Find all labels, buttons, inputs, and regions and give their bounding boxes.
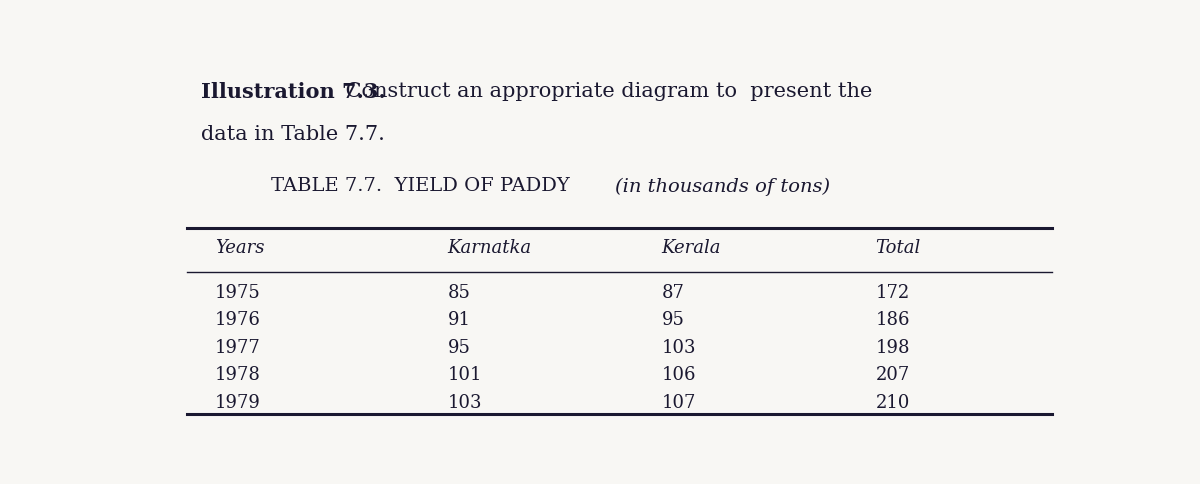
Text: Karnatka: Karnatka bbox=[448, 239, 532, 257]
Text: 210: 210 bbox=[876, 394, 910, 412]
Text: Illustration 7.3.: Illustration 7.3. bbox=[202, 82, 386, 102]
Text: 107: 107 bbox=[661, 394, 696, 412]
Text: TABLE 7.7.  YIELD OF PADDY: TABLE 7.7. YIELD OF PADDY bbox=[271, 177, 576, 196]
Text: 87: 87 bbox=[661, 284, 684, 302]
Text: (in thousands of tons): (in thousands of tons) bbox=[616, 177, 830, 196]
Text: 95: 95 bbox=[661, 311, 684, 329]
Text: 103: 103 bbox=[661, 339, 696, 357]
Text: 186: 186 bbox=[876, 311, 910, 329]
Text: 1979: 1979 bbox=[215, 394, 260, 412]
Text: 85: 85 bbox=[448, 284, 470, 302]
Text: 101: 101 bbox=[448, 366, 482, 384]
Text: 207: 207 bbox=[876, 366, 910, 384]
Text: 106: 106 bbox=[661, 366, 696, 384]
Text: Years: Years bbox=[215, 239, 265, 257]
Text: Total: Total bbox=[876, 239, 920, 257]
Text: 95: 95 bbox=[448, 339, 470, 357]
Text: 172: 172 bbox=[876, 284, 910, 302]
Text: 91: 91 bbox=[448, 311, 470, 329]
Text: 103: 103 bbox=[448, 394, 482, 412]
Text: 1975: 1975 bbox=[215, 284, 260, 302]
Text: 1978: 1978 bbox=[215, 366, 260, 384]
Text: 1976: 1976 bbox=[215, 311, 260, 329]
Text: 1977: 1977 bbox=[215, 339, 260, 357]
Text: 198: 198 bbox=[876, 339, 910, 357]
Text: Construct an appropriate diagram to  present the: Construct an appropriate diagram to pres… bbox=[338, 82, 872, 101]
Text: data in Table 7.7.: data in Table 7.7. bbox=[202, 125, 385, 144]
Text: Kerala: Kerala bbox=[661, 239, 721, 257]
